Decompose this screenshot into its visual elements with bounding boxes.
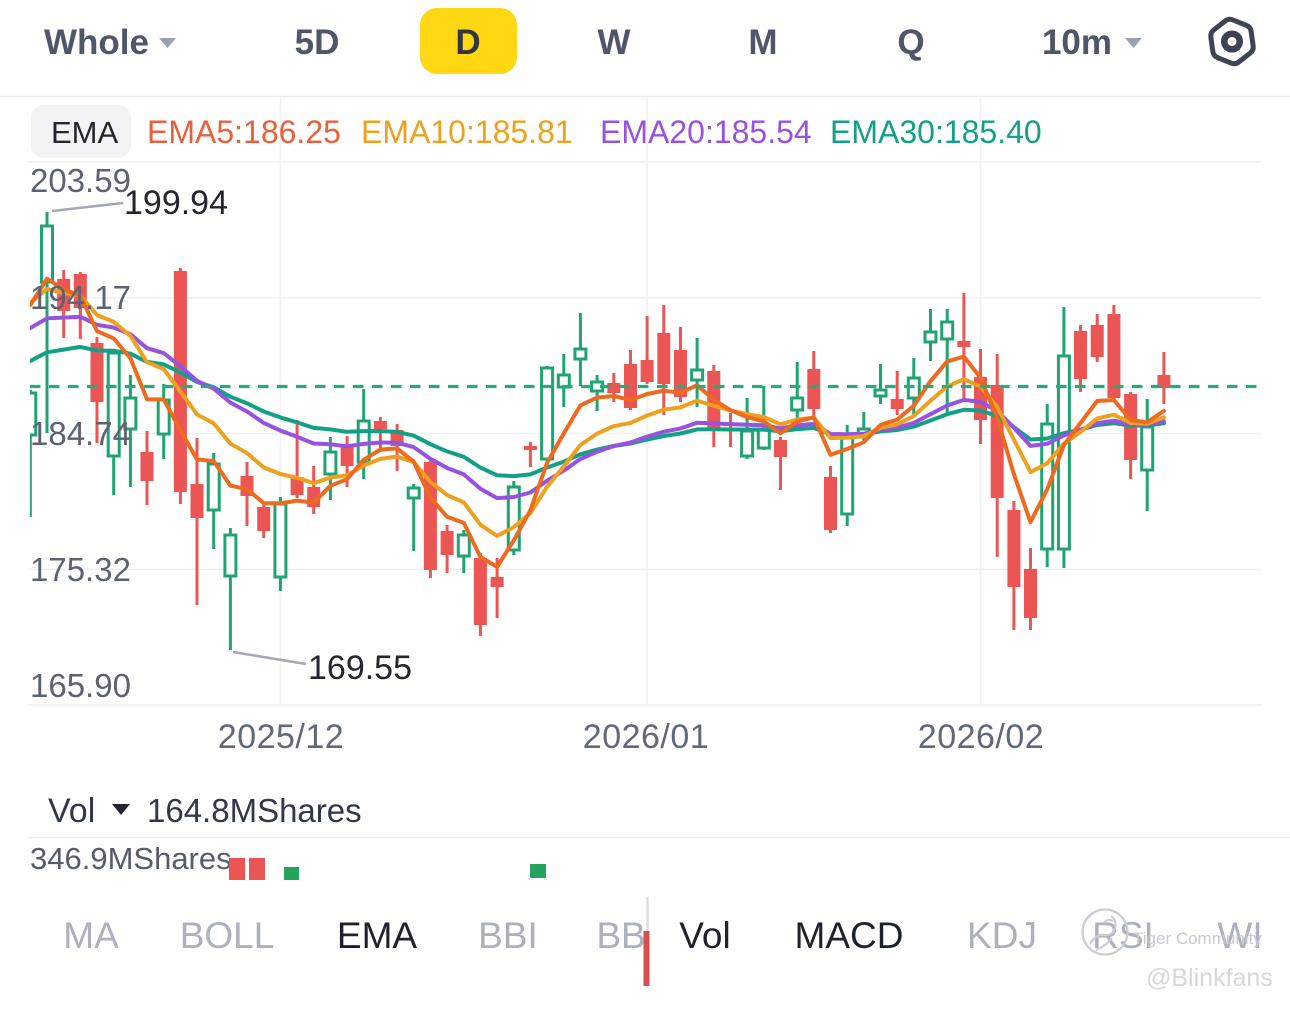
svg-text:BBI: BBI [478, 915, 538, 956]
svg-text:Vol: Vol [48, 792, 95, 830]
svg-text:199.94: 199.94 [124, 184, 228, 222]
svg-text:2025/12: 2025/12 [218, 718, 344, 756]
svg-text:EMA30:185.40: EMA30:185.40 [830, 114, 1042, 150]
svg-text:D: D [455, 23, 480, 62]
svg-text:EMA10:185.81: EMA10:185.81 [361, 114, 573, 150]
svg-text:EMA5:186.25: EMA5:186.25 [147, 114, 341, 150]
svg-text:175.32: 175.32 [30, 551, 131, 588]
svg-text:M: M [748, 23, 777, 62]
svg-text:BB: BB [596, 915, 645, 956]
svg-text:@Blinkfans: @Blinkfans [1146, 964, 1273, 992]
svg-text:165.90: 165.90 [30, 667, 131, 704]
svg-text:WI: WI [1217, 915, 1262, 956]
svg-text:2026/02: 2026/02 [918, 718, 1044, 756]
svg-text:EMA20:185.54: EMA20:185.54 [600, 114, 812, 150]
svg-text:164.8MShares: 164.8MShares [147, 792, 362, 829]
svg-text:2026/01: 2026/01 [583, 718, 709, 756]
svg-text:194.17: 194.17 [30, 279, 131, 316]
svg-text:KDJ: KDJ [967, 915, 1037, 956]
svg-text:W: W [597, 23, 630, 62]
svg-text:5D: 5D [295, 23, 340, 62]
svg-text:Vol: Vol [679, 915, 730, 956]
svg-text:10m: 10m [1042, 23, 1112, 62]
svg-text:BOLL: BOLL [180, 915, 275, 956]
svg-text:MA: MA [63, 915, 119, 956]
svg-text:EMA: EMA [51, 115, 119, 150]
svg-text:Tiger Community: Tiger Community [1133, 929, 1262, 948]
svg-text:MACD: MACD [795, 915, 904, 956]
svg-text:346.9MShares: 346.9MShares [30, 841, 232, 876]
svg-text:Whole: Whole [44, 23, 149, 62]
svg-text:169.55: 169.55 [308, 649, 412, 687]
svg-text:184.74: 184.74 [30, 415, 131, 452]
svg-text:Q: Q [897, 23, 924, 62]
svg-text:EMA: EMA [337, 915, 418, 956]
svg-text:203.59: 203.59 [30, 162, 131, 199]
